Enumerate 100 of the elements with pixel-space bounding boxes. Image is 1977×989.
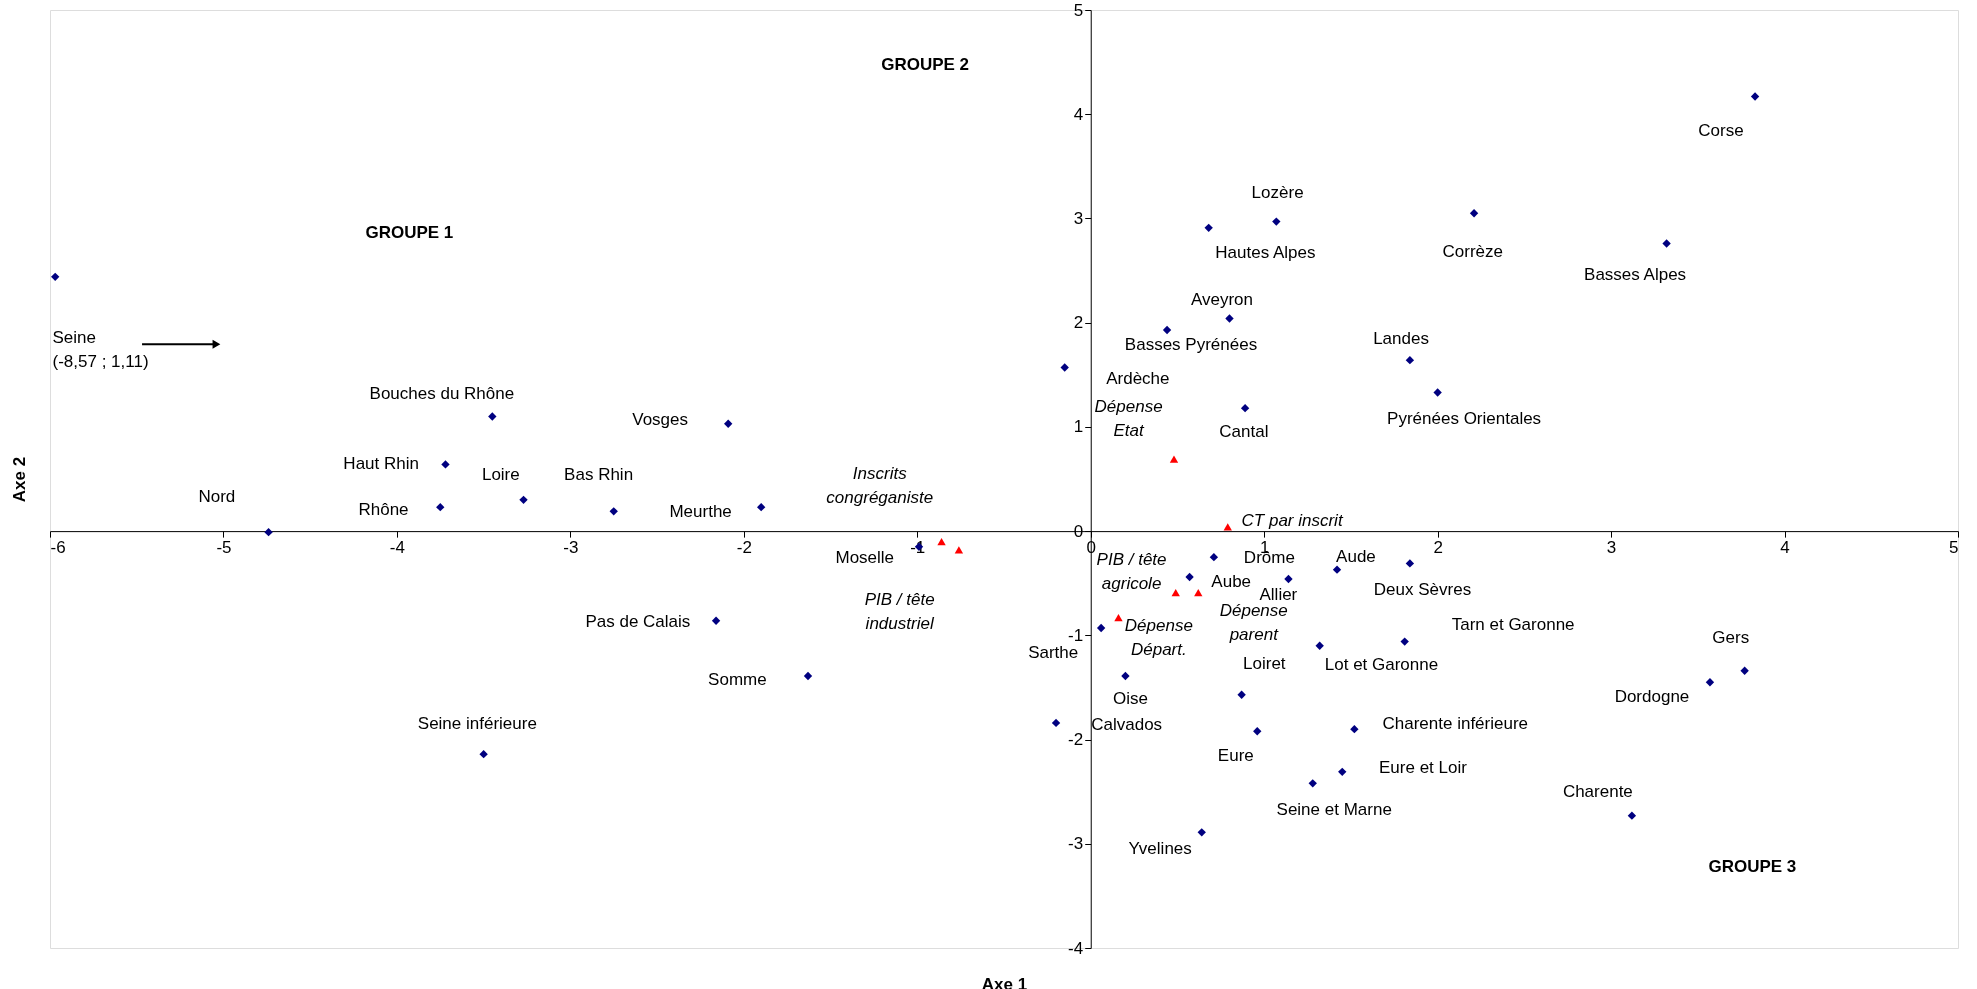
point [1332, 565, 1342, 574]
point [1194, 588, 1203, 597]
point [1114, 613, 1123, 622]
annotation: PIB / tête agricole [1096, 550, 1167, 594]
point [264, 527, 273, 537]
y-tick-label: -1 [1068, 625, 1084, 645]
annotation: Charente inférieure [1382, 714, 1529, 734]
y-tick-label: 5 [1073, 0, 1084, 20]
point [1051, 718, 1061, 728]
point [1171, 588, 1180, 597]
x-tick-label: 2 [1433, 537, 1443, 557]
annotation: Corse [1698, 120, 1744, 140]
annotation: Sarthe [1028, 643, 1079, 663]
annotation: Aube [1211, 572, 1252, 592]
x-tick-label: -4 [389, 537, 405, 557]
point [1197, 828, 1206, 837]
annotation: Seine inférieure [417, 713, 537, 733]
point [1204, 223, 1213, 233]
y-axis-title: Axe 2 [9, 456, 29, 503]
annotation: Eure [1217, 746, 1254, 766]
y-tick-label: 1 [1073, 417, 1084, 437]
annotation: Tarn et Garonne [1451, 615, 1575, 635]
point [1405, 356, 1415, 365]
annotation: Ardèche [1106, 368, 1170, 388]
annotation: Dordogne [1614, 687, 1690, 707]
annotation: Somme [708, 669, 767, 689]
annotation: Meurthe [669, 502, 732, 522]
annotation: Deux Sèvres [1373, 579, 1472, 599]
annotation: Nord [198, 486, 236, 506]
annotation: Bas Rhin [564, 464, 634, 484]
annotation: Corrèze [1442, 242, 1504, 262]
annotation: Loiret [1243, 654, 1286, 674]
annotation: Lot et Garonne [1324, 654, 1439, 674]
point [803, 671, 813, 681]
x-tick-label: 5 [1949, 537, 1959, 557]
point [1433, 388, 1442, 397]
point [1060, 363, 1069, 372]
point [1240, 403, 1250, 413]
point [1284, 574, 1293, 584]
x-tick-label: 3 [1606, 537, 1617, 557]
annotation: GROUPE 2 [881, 55, 970, 75]
x-tick-label: -5 [216, 537, 232, 557]
annotation: Bouches du Rhône [369, 383, 515, 403]
annotation: Calvados [1091, 715, 1163, 735]
point [1750, 92, 1760, 101]
y-tick-label: -2 [1068, 730, 1084, 750]
annotation: Yvelines [1128, 838, 1192, 858]
point [519, 495, 528, 505]
annotation: Vosges [632, 409, 688, 429]
y-tick-label: -3 [1068, 834, 1084, 854]
point [1705, 678, 1715, 687]
x-tick-label: -3 [563, 537, 579, 557]
annotation: GROUPE 1 [365, 223, 454, 243]
point [1469, 209, 1479, 218]
point [1162, 325, 1172, 335]
annotation: Haut Rhin [343, 454, 419, 474]
point [1400, 637, 1409, 646]
annotation: Loire [481, 464, 520, 484]
point [937, 537, 946, 546]
y-tick-label: -4 [1068, 938, 1084, 958]
point [1308, 779, 1317, 788]
point [1223, 523, 1232, 531]
x-tick-label: 4 [1780, 537, 1790, 557]
annotation: Cantal [1219, 422, 1269, 442]
annotation: Oise [1112, 688, 1148, 708]
annotation: Gers [1712, 627, 1750, 647]
y-tick-label: 2 [1073, 313, 1084, 333]
annotation: Landes [1373, 328, 1429, 348]
point [1740, 666, 1749, 675]
annotation: Dépense Départ. [1124, 615, 1193, 659]
annotation: Hautes Alpes [1215, 243, 1316, 263]
point [1237, 690, 1246, 699]
y-tick-label: 3 [1073, 208, 1084, 228]
point [1405, 559, 1415, 568]
annotation: Lozère [1251, 182, 1304, 202]
annotation: CT par inscrit [1241, 510, 1344, 530]
point [1185, 572, 1194, 582]
annotation: Charente [1562, 781, 1633, 801]
annotation: Dépense Etat [1094, 396, 1163, 440]
point [441, 460, 450, 469]
annotation: Pas de Calais [585, 612, 691, 631]
point [51, 272, 60, 281]
y-tick-label: 4 [1073, 104, 1084, 124]
point [488, 412, 497, 421]
annotation: Moselle [835, 548, 895, 568]
annotation: Basses Pyrénées [1124, 335, 1258, 355]
point [1121, 671, 1130, 681]
point [436, 502, 445, 512]
annotation: Seine (-8,57 ; 1,11) [52, 327, 149, 371]
annotation: PIB / tête industriel [864, 589, 935, 633]
x-axis-title: Axe 1 [981, 974, 1028, 989]
annotation: Basses Alpes [1584, 264, 1687, 284]
x-tick-label: -6 [50, 537, 66, 557]
annotation: GROUPE 3 [1708, 857, 1797, 877]
point [1662, 239, 1671, 248]
point [1315, 641, 1324, 650]
point [1225, 314, 1234, 323]
point [1338, 767, 1347, 777]
point [1169, 455, 1179, 463]
point [609, 507, 618, 516]
